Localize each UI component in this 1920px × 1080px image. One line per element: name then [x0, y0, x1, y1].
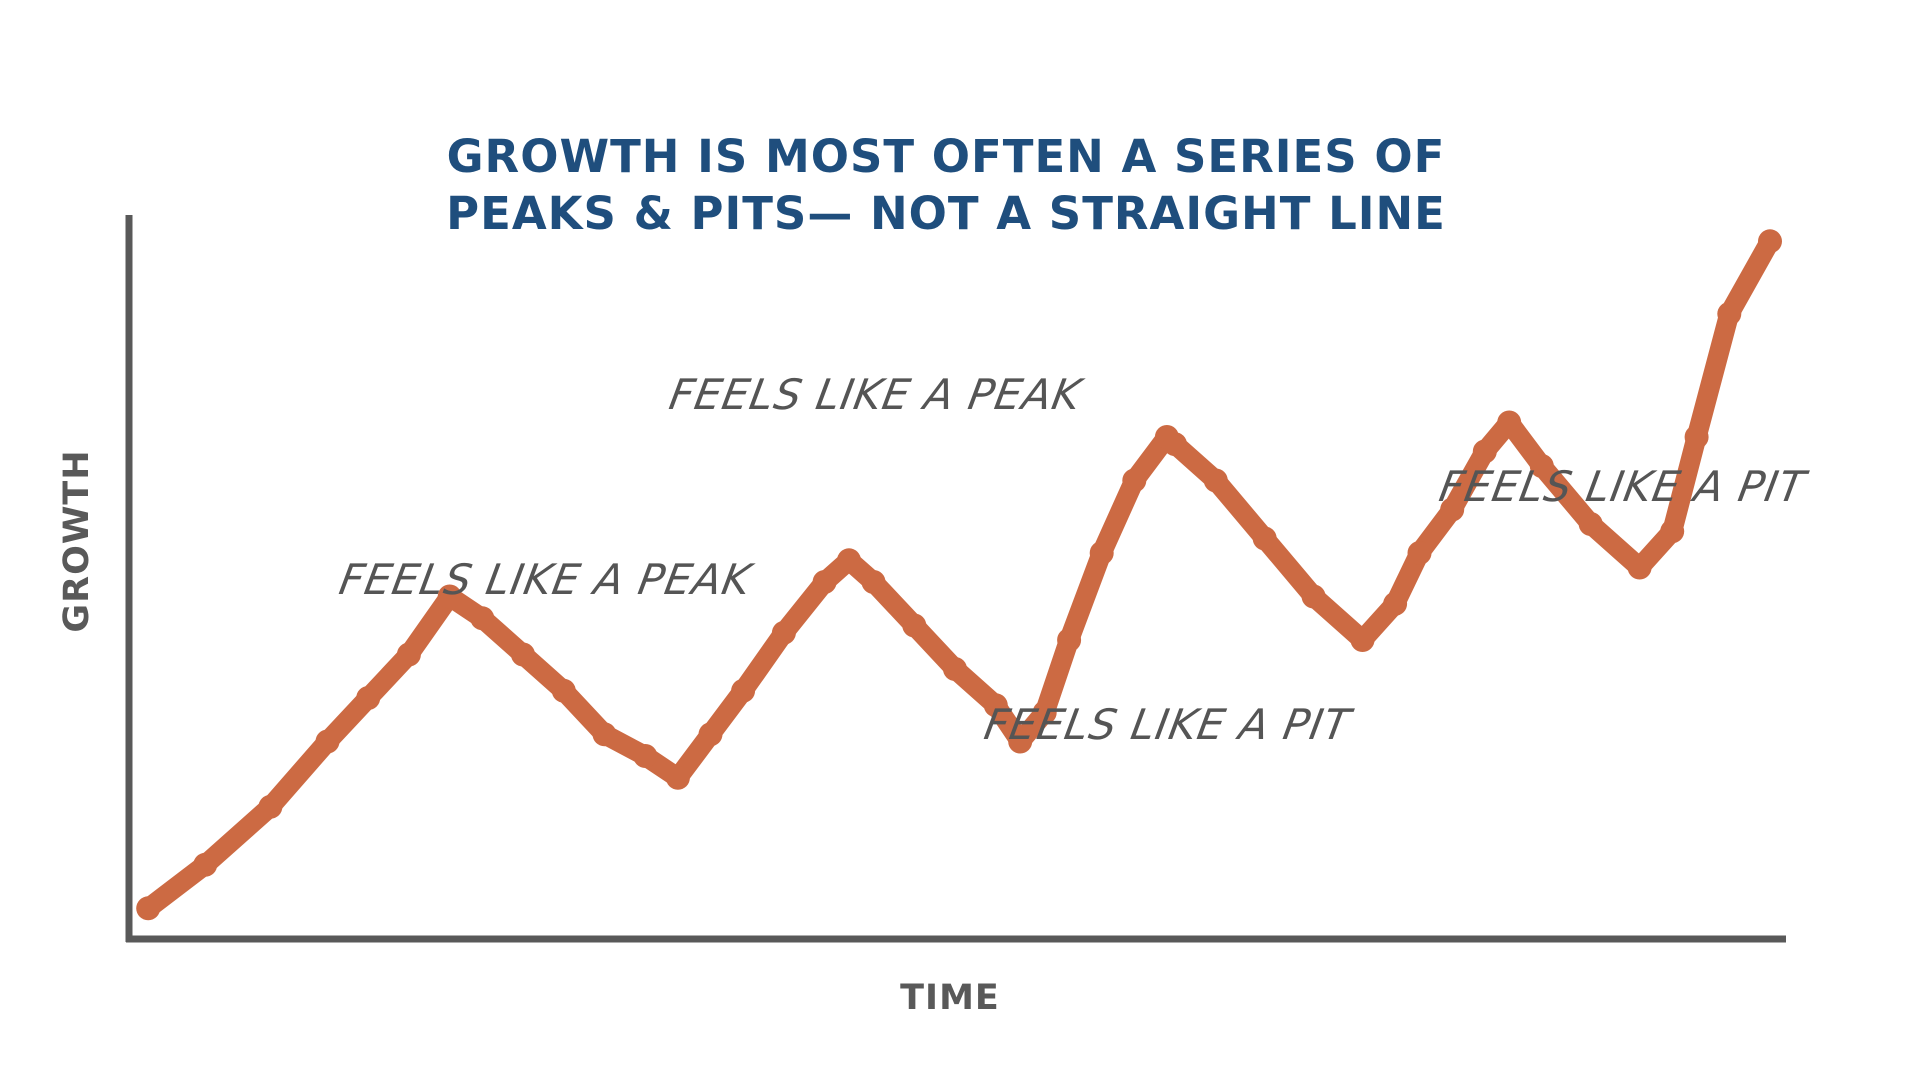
- growth-point-3: [315, 729, 340, 754]
- growth-point-19: [902, 613, 927, 638]
- chart-title-line-2: PEAKS & PITS— NOT A STRAIGHT LINE: [446, 187, 1446, 240]
- growth-points: [136, 229, 1782, 921]
- growth-point-11: [633, 744, 658, 768]
- annotation-peak-2: FEELS LIKE A PEAK: [665, 370, 1086, 419]
- growth-point-28: [1163, 432, 1187, 457]
- annotation-peak-1: FEELS LIKE A PEAK: [335, 555, 756, 604]
- growth-point-37: [1497, 410, 1522, 435]
- chart-title: GROWTH IS MOST OFTEN A SERIES OF PEAKS &…: [0, 128, 1892, 242]
- growth-point-22: [1008, 729, 1033, 754]
- growth-point-0: [136, 896, 161, 921]
- growth-point-16: [812, 570, 837, 594]
- x-axis-label: TIME: [900, 978, 1000, 1018]
- growth-point-41: [1660, 519, 1685, 544]
- growth-point-20: [943, 657, 967, 681]
- growth-point-5: [396, 642, 421, 667]
- growth-point-18: [861, 570, 886, 594]
- annotation-pit-2: FEELS LIKE A PIT: [1435, 462, 1810, 511]
- growth-point-17: [837, 548, 861, 573]
- growth-point-25: [1089, 541, 1114, 565]
- growth-point-34: [1407, 541, 1432, 565]
- growth-point-38: [1529, 454, 1554, 478]
- growth-point-39: [1578, 512, 1603, 536]
- growth-point-42: [1684, 425, 1709, 449]
- annotation-pit-1: FEELS LIKE A PIT: [980, 700, 1355, 749]
- growth-point-14: [731, 678, 756, 703]
- growth-point-7: [470, 606, 495, 631]
- growth-point-35: [1440, 497, 1465, 522]
- growth-point-23: [1032, 700, 1057, 725]
- growth-point-2: [258, 794, 283, 819]
- growth-point-21: [983, 693, 1008, 718]
- growth-point-33: [1383, 591, 1408, 616]
- chart-title-line-1: GROWTH IS MOST OFTEN A SERIES OF: [446, 130, 1446, 183]
- growth-point-1: [193, 852, 218, 877]
- growth-point-13: [698, 722, 723, 747]
- growth-point-9: [551, 678, 576, 703]
- growth-point-36: [1472, 439, 1497, 464]
- growth-point-26: [1122, 468, 1147, 493]
- growth-point-30: [1252, 526, 1277, 551]
- growth-point-29: [1203, 468, 1228, 493]
- growth-point-15: [771, 620, 796, 645]
- growth-point-8: [511, 642, 535, 667]
- y-axis-label: GROWTH: [57, 449, 97, 633]
- growth-point-44: [1758, 229, 1782, 254]
- growth-point-6: [437, 584, 462, 609]
- growth-point-24: [1057, 628, 1082, 652]
- growth-point-40: [1627, 555, 1652, 580]
- growth-point-31: [1301, 584, 1326, 609]
- growth-point-32: [1350, 628, 1375, 652]
- growth-point-43: [1717, 301, 1742, 326]
- growth-point-12: [665, 765, 690, 790]
- growth-point-4: [356, 686, 381, 710]
- growth-point-10: [592, 722, 617, 747]
